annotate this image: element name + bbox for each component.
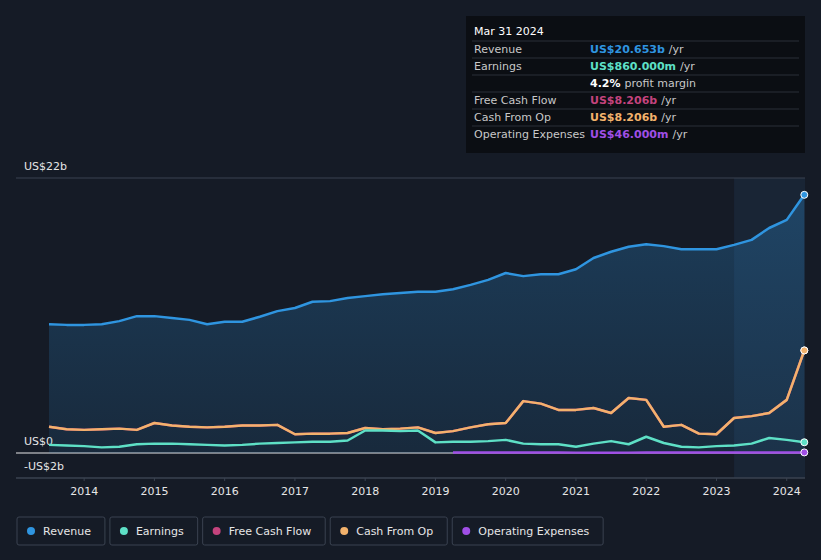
x-tick-label: 2017 [281,485,309,498]
grid-line [16,178,805,179]
tooltip-separator [472,58,799,59]
x-tick [786,478,787,481]
tooltip-label: Revenue [474,43,522,56]
end-dot [801,191,808,198]
tooltip-unit: /yr [669,43,684,56]
tooltip-value: US$860.000m/yr [590,60,695,73]
x-axis-line [16,478,805,479]
tooltip-unit: /yr [661,94,676,107]
tooltip-separator [472,126,799,127]
tooltip-box [466,16,805,153]
tooltip-value-text: US$860.000m [590,60,676,73]
tooltip-separator [472,109,799,110]
x-tick-label: 2019 [421,485,449,498]
x-tick [646,478,647,481]
tooltip-value-text: US$20.653b [590,43,665,56]
end-dot [801,347,808,354]
plot-area [49,195,804,453]
series-line [49,350,804,434]
grid-line [16,478,805,479]
legend-swatch [340,527,348,535]
x-tick [294,478,295,481]
legend-item: Earnings [110,517,198,545]
series-line [49,350,804,434]
chart: -US$2b US$0 US$22b 2014 2015 2016 2017 2018 2019… [0,0,821,560]
tooltip-value: US$8.206b/yr [590,111,676,124]
legend-item: Revenue [17,517,105,545]
x-tick-label: 2023 [702,485,730,498]
x-tick [84,478,85,481]
x-tick-label: 2016 [211,485,239,498]
legend-item: Free Cash Flow [203,517,326,545]
x-tick [224,478,225,481]
legend-swatch [213,527,221,535]
x-tick-label: 2015 [140,485,168,498]
tooltip-unit: /yr [661,111,676,124]
x-tick [575,478,576,481]
legend-label: Earnings [136,525,184,538]
tooltip-unit: /yr [680,60,695,73]
legend-swatch [27,527,35,535]
x-tick-label: 2020 [492,485,520,498]
x-tick-label: 2018 [351,485,379,498]
legend-box [17,517,105,545]
x-tick [505,478,506,481]
x-tick [365,478,366,481]
tooltip-value-text: 4.2% [590,77,621,90]
background [0,0,821,560]
legend-item: Operating Expenses [452,517,603,545]
series-line [49,431,804,448]
legend-box [203,517,326,545]
legend-swatch [120,527,128,535]
tooltip: Mar 31 2024 Revenue US$20.653b/yr Earnings U… [466,16,805,153]
tooltip-unit: /yr [672,128,687,141]
x-tick [435,478,436,481]
tooltip-value-text: US$8.206b [590,111,657,124]
x-tick-label: 2014 [70,485,98,498]
x-tick-label: 2022 [632,485,660,498]
series-line [49,195,804,325]
revenue-area [49,195,804,453]
y-tick-label: -US$2b [24,460,64,473]
tooltip-label: Cash From Op [474,111,551,124]
legend-label: Operating Expenses [478,525,589,538]
legend-box [330,517,447,545]
tooltip-value: US$46.000m/yr [590,128,688,141]
tooltip-label: Earnings [474,60,522,73]
tooltip-label: Free Cash Flow [474,94,557,107]
tooltip-value: US$8.206b/yr [590,94,676,107]
end-dot [801,439,808,446]
tooltip-value: US$20.653b/yr [590,43,684,56]
x-tick-label: 2021 [562,485,590,498]
y-tick-label: US$0 [24,435,53,448]
end-dot [801,347,808,354]
tooltip-separator [472,92,799,93]
y-tick-label: US$22b [24,160,67,173]
tooltip-value-text: US$46.000m [590,128,668,141]
legend-label: Free Cash Flow [229,525,312,538]
legend-label: Revenue [43,525,91,538]
tooltip-value-text: US$8.206b [590,94,657,107]
tooltip-value: 4.2% profit margin [590,77,696,90]
tooltip-label: Operating Expenses [474,128,585,141]
tooltip-separator [472,75,799,76]
legend-box [452,517,603,545]
legend-item: Cash From Op [330,517,447,545]
x-tick [716,478,717,481]
x-tick [154,478,155,481]
x-tick-label: 2024 [773,485,801,498]
legend-label: Cash From Op [356,525,433,538]
legend-box [110,517,198,545]
series-line [453,451,804,454]
tooltip-separator [472,41,799,42]
tooltip-date: Mar 31 2024 [474,25,544,38]
tooltip-unit: profit margin [625,77,697,90]
end-dot [801,449,808,456]
legend-swatch [462,527,470,535]
